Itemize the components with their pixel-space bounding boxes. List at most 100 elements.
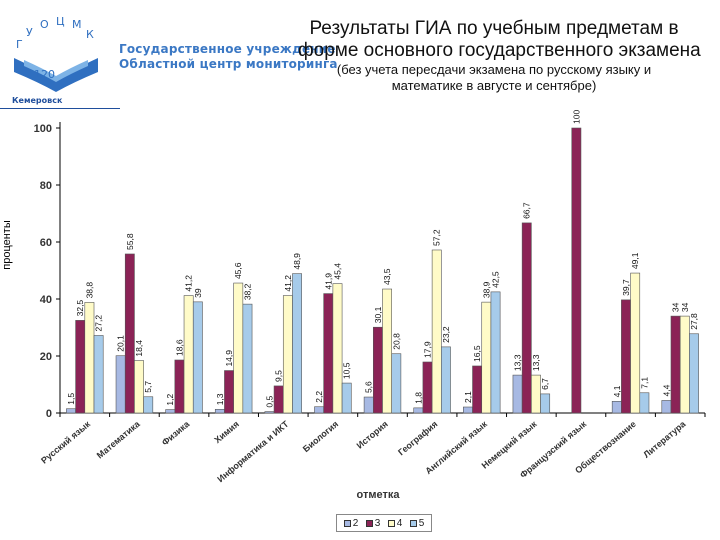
logo-ribbon-icon (14, 58, 98, 92)
data-label: 49,1 (630, 252, 640, 269)
bar (422, 361, 433, 414)
bar (639, 392, 650, 414)
bar (512, 374, 523, 414)
data-label: 17,9 (423, 341, 433, 358)
data-label: 27,8 (689, 313, 699, 330)
bar (93, 335, 104, 414)
bar (341, 382, 352, 414)
bar (472, 365, 483, 414)
data-label: 1,3 (215, 393, 225, 405)
logo-letter: Г (16, 38, 23, 51)
bar (689, 333, 699, 414)
page-subtitle-line1: (без учета пересдачи экзамена по русском… (336, 62, 652, 77)
data-label: 43,5 (382, 268, 392, 285)
data-label: 18,4 (134, 340, 144, 357)
data-label: 20,8 (391, 333, 401, 350)
bar (490, 291, 501, 414)
header: Г У О Ц М К 120 Государственное учрежден… (0, 0, 720, 112)
data-label: 45,6 (233, 262, 243, 279)
bar (372, 326, 383, 414)
legend-item: 4 (387, 517, 403, 529)
bar (66, 408, 76, 414)
data-label: 41,2 (283, 275, 293, 292)
bar (273, 385, 284, 414)
data-label: 14,9 (224, 350, 234, 367)
legend-item: 3 (365, 517, 381, 529)
chart-legend: 2 3 4 5 (336, 514, 432, 532)
bar (521, 222, 532, 414)
legend-label: 5 (418, 517, 425, 529)
page-title-line1: Результаты ГИА по учебным предметам в (309, 18, 679, 39)
bar (463, 406, 473, 414)
y-tick-label: 100 (34, 123, 52, 135)
data-label: 5,7 (143, 381, 153, 393)
data-label: 39 (193, 288, 203, 298)
data-label: 100 (571, 110, 581, 124)
category-label: Математика (95, 418, 143, 460)
legend-swatch (365, 519, 373, 527)
y-tick-label: 20 (40, 351, 52, 363)
data-label: 42,5 (491, 271, 501, 288)
y-tick-label: 40 (40, 294, 52, 306)
bar (242, 303, 253, 414)
data-label: 30,1 (373, 306, 383, 323)
data-label: 38,8 (84, 282, 94, 299)
bar (233, 282, 244, 414)
org-name-line1: Государственное учреждение (119, 42, 336, 56)
bar (363, 396, 374, 414)
bar (540, 393, 551, 414)
data-label: 27,2 (94, 315, 104, 332)
category-label: Физика (160, 418, 192, 447)
data-label: 7,1 (639, 377, 649, 389)
bar (134, 360, 144, 414)
legend-item: 5 (409, 517, 425, 529)
y-tick-label: 0 (46, 408, 52, 420)
data-label: 2,1 (463, 391, 473, 403)
logo-letter: О (40, 18, 49, 31)
bar (382, 288, 392, 414)
data-label: 38,9 (481, 281, 491, 298)
logo-letter: Ц (56, 15, 65, 28)
category-label: География (396, 419, 439, 458)
y-tick-label: 80 (40, 180, 52, 192)
page-title-line2: форме основного государственного экзамен… (298, 40, 701, 61)
data-label: 66,7 (522, 202, 532, 219)
data-label: 38,2 (242, 283, 252, 300)
bar (630, 272, 641, 414)
bar (431, 249, 442, 414)
data-label: 55,8 (125, 233, 135, 250)
data-label: 4,4 (661, 384, 671, 396)
category-label: Русский язык (39, 419, 92, 466)
y-axis-title-group: проценты (1, 220, 13, 270)
y-axis-title: проценты (1, 220, 13, 270)
logo-letter: У (26, 26, 33, 39)
data-label: 41,2 (184, 275, 194, 292)
bar (441, 346, 451, 414)
bar (174, 359, 185, 414)
legend-label: 3 (374, 517, 381, 529)
data-label: 39,7 (621, 279, 631, 296)
data-label: 34 (680, 302, 690, 312)
bar (143, 396, 154, 414)
data-label: 2,2 (314, 391, 324, 403)
category-label: Литература (641, 418, 688, 460)
y-tick-label: 60 (40, 237, 52, 249)
legend-label: 4 (396, 517, 403, 529)
data-label: 32,5 (75, 300, 85, 317)
data-label: 10,5 (342, 362, 352, 379)
data-label: 45,4 (332, 263, 342, 280)
bar (323, 293, 334, 414)
data-label: 1,2 (165, 393, 175, 405)
header-divider (0, 108, 120, 109)
data-label: 20,1 (116, 335, 126, 352)
data-label: 13,3 (513, 354, 523, 371)
region-label: Кемеровск (12, 96, 63, 105)
data-label: 23,2 (441, 326, 451, 343)
x-axis-title: отметка (357, 489, 401, 501)
bar (165, 409, 176, 414)
data-label: 4,1 (612, 385, 622, 397)
bar (621, 299, 631, 414)
bar (661, 400, 672, 414)
logo-letter: К (86, 28, 94, 41)
bar (214, 408, 225, 414)
